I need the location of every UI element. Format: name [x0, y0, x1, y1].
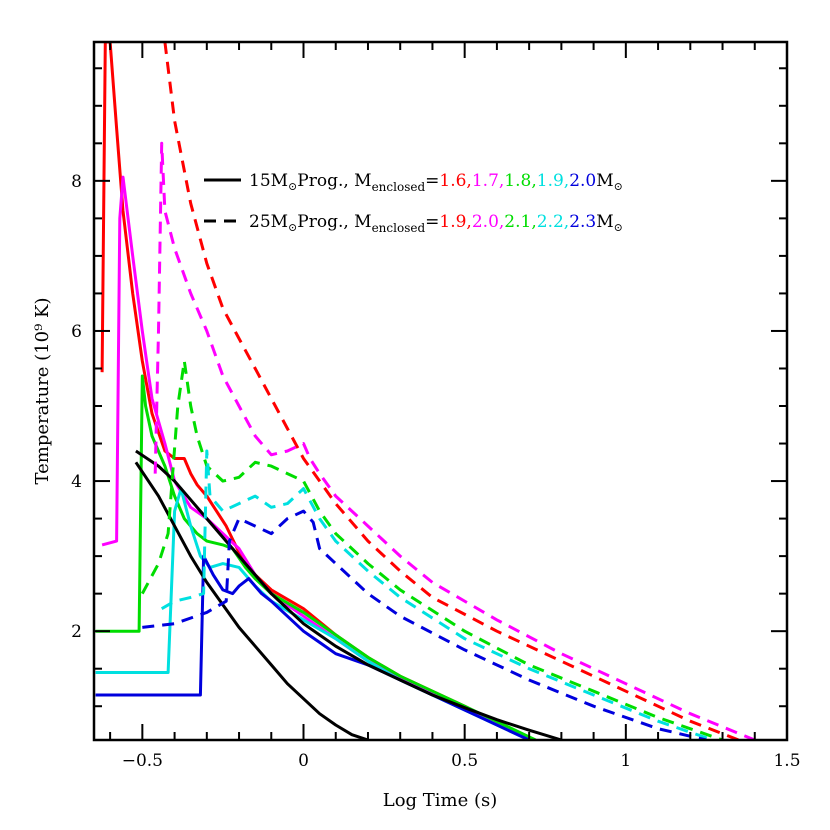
y-axis-label: Temperature (10⁹ K) [32, 298, 53, 485]
x-tick-label: 1.5 [773, 751, 800, 771]
series-line-0 [100, 42, 530, 740]
series-line-10 [160, 449, 714, 740]
x-tick-label: 0.5 [451, 751, 478, 771]
tick-labels-layer: −0.5 0 0.5 1 1.5 2 4 6 8 [71, 172, 800, 771]
legend-label-1: 25M⊙Prog., Menclosed=1.9,2.0,2.1,2.2,2.3… [249, 212, 623, 235]
series-line-5 [134, 461, 369, 740]
ticks-layer [94, 42, 788, 740]
y-tick-label: 6 [71, 322, 82, 342]
series-line-6 [135, 449, 562, 740]
y-tick-label: 8 [71, 172, 82, 192]
x-axis-label: Log Time (s) [383, 790, 498, 811]
series-line-11 [142, 509, 707, 740]
plot-frame [92, 40, 789, 742]
series-line-9 [140, 359, 723, 740]
series-line-7 [163, 42, 740, 740]
y-tick-label: 2 [71, 622, 82, 642]
x-tick-label: 1 [620, 751, 631, 771]
x-tick-label: 0 [298, 751, 309, 771]
series-line-2 [95, 374, 537, 740]
x-tick-label: −0.5 [122, 751, 163, 771]
series-layer [95, 42, 756, 740]
series-line-8 [153, 141, 756, 740]
legend: 15M⊙Prog., Menclosed=1.6,1.7,1.8,1.9,2.0… [204, 171, 623, 235]
series-line-3 [95, 487, 530, 740]
legend-label-0: 15M⊙Prog., Menclosed=1.6,1.7,1.8,1.9,2.0… [249, 171, 623, 194]
series-line-1 [101, 175, 530, 740]
y-tick-label: 4 [71, 472, 82, 492]
